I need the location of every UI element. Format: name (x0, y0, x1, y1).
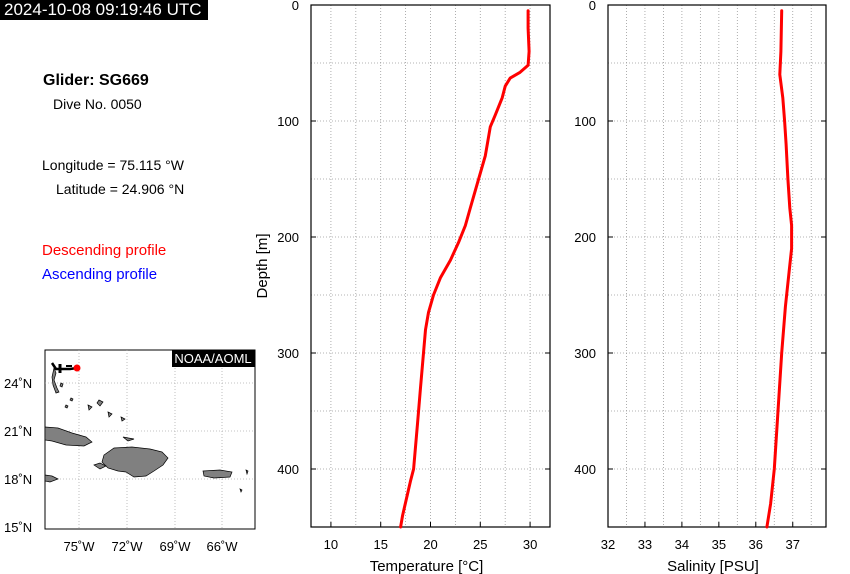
x-tick-label: 30 (523, 537, 537, 552)
profile-line-0 (399, 9, 531, 529)
y-tick-label: 300 (277, 346, 299, 361)
ascending-legend: Ascending profile (42, 266, 158, 283)
timestamp-label: 2024-10-08 09:19:46 UTC (0, 0, 208, 20)
x-tick-label: 25 (473, 537, 487, 552)
profile-line-0 (765, 9, 794, 529)
y-axis-label: Depth [m] (254, 233, 271, 298)
x-tick-label: 20 (423, 537, 437, 552)
x-axis-label: Salinity [PSU] (667, 558, 759, 574)
y-tick-label: 200 (574, 230, 596, 245)
y-tick-label: 400 (574, 462, 596, 477)
x-tick-label: 10 (324, 537, 338, 552)
x-tick-label: 34 (675, 537, 689, 552)
plot-frame (607, 4, 827, 528)
latitude-label: Latitude = 24.906 °N (56, 181, 185, 197)
x-tick-label: 37 (786, 537, 800, 552)
y-tick-label: 100 (277, 114, 299, 129)
profile-chart-1: 32 33 34 35 36 37 0 100 200 300 400 Salinity [PSU] (574, 0, 827, 574)
x-tick-label: 36 (749, 537, 763, 552)
longitude-label: Longitude = 75.115 °W (42, 157, 184, 173)
descending-legend: Descending profile (42, 242, 167, 259)
dive-number: Dive No. 0050 (53, 96, 142, 112)
y-tick-label: 200 (277, 230, 299, 245)
y-tick-label: 100 (574, 114, 596, 129)
x-tick-label: 32 (601, 537, 615, 552)
x-tick-label: 15 (373, 537, 387, 552)
y-tick-label: 300 (574, 346, 596, 361)
x-tick-label: 33 (638, 537, 652, 552)
y-tick-label: 400 (277, 462, 299, 477)
y-tick-label: 0 (292, 0, 299, 13)
x-tick-label: 35 (712, 537, 726, 552)
y-tick-label: 0 (589, 0, 596, 13)
x-axis-label: Temperature [°C] (370, 558, 484, 574)
glider-title: Glider: SG669 (43, 72, 149, 89)
